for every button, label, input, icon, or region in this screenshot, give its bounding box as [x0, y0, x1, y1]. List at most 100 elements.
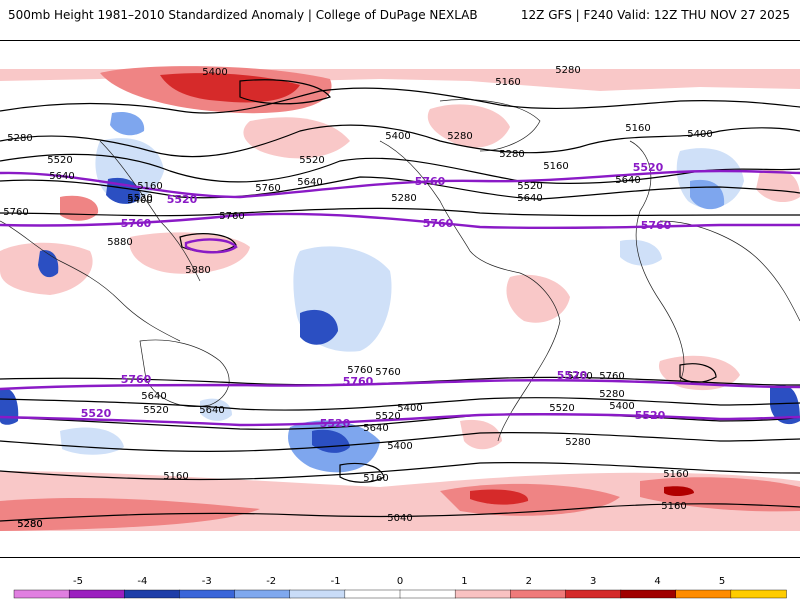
contour-label: 5280: [499, 149, 524, 160]
colorbar-tick-label: 5: [719, 576, 725, 587]
colorbar-swatch: [565, 589, 622, 599]
colorbar-swatch: [675, 589, 732, 599]
colorbar-swatch: [68, 589, 125, 599]
colorbar-swatch: [179, 589, 236, 599]
contour-label: 5640: [363, 423, 388, 434]
contour-label: 5400: [202, 67, 227, 78]
contour-label: 5520: [299, 155, 324, 166]
contour-label: 5520: [549, 403, 574, 414]
highlight-contour-label: 5520: [635, 409, 666, 422]
colorbar-swatch: [234, 589, 291, 599]
contour-5400-south: [0, 432, 800, 452]
contour-label: 5400: [385, 131, 410, 142]
anomaly-map: 5400516052805280552056405400552056405280…: [0, 41, 800, 557]
highlight-contour-label: 5520: [320, 417, 351, 430]
highlight-contour-label: 5760: [121, 217, 152, 230]
contour-5760-south: [0, 376, 800, 386]
colorbar-swatch: [620, 589, 677, 599]
purple-5880-loop: [184, 238, 238, 254]
contour-label: 5880: [107, 237, 132, 248]
antarctic-strong-2: [664, 486, 694, 496]
amazon-positive-anomaly: [506, 274, 570, 323]
contour-label-layer: 5400516052805280552056405400552056405280…: [3, 65, 712, 530]
central-pacific-strong: [300, 309, 338, 345]
colorbar-tick-label: -3: [202, 576, 212, 587]
colorbar-tick-label: -1: [331, 576, 341, 587]
antarctic-strong-1: [470, 489, 529, 505]
colorbar-tick-label: 4: [654, 576, 660, 587]
contour-label: 5160: [137, 181, 162, 192]
europe-positive-anomaly: [756, 168, 800, 203]
contour-5160-south: [0, 503, 800, 522]
contour-label: 5040: [387, 513, 412, 524]
contour-label: 5400: [387, 441, 412, 452]
contour-5400-siberia: [239, 79, 331, 105]
canada-positive-anomaly: [427, 104, 510, 148]
contour-label: 5160: [163, 471, 188, 482]
world-map-panel: 5400 5160 5280 5280 5520 5640 5400 5520 5640 5280…: [0, 40, 800, 558]
contour-label: 5640: [49, 171, 74, 182]
colorbar-tick-label: 2: [526, 576, 532, 587]
contour-label: 5160: [495, 77, 520, 88]
contour-label: 5280: [17, 519, 42, 530]
height-contours: [0, 79, 800, 522]
contour-label: 5280: [599, 389, 624, 400]
pacific-positive-anomaly: [243, 117, 350, 159]
colorbar-swatch: [344, 589, 401, 599]
colorbar-tick-label: -4: [137, 576, 147, 587]
contour-label: 5400: [609, 401, 634, 412]
colorbar-swatch: [13, 589, 70, 599]
highlight-contour-label: 5520: [557, 369, 588, 382]
contour-label: 5400: [127, 195, 152, 206]
contour-5640-south: [0, 397, 800, 411]
africa-coast: [629, 140, 685, 382]
colorbar-swatch: [730, 589, 787, 599]
contour-label: 5400: [397, 403, 422, 414]
contour-5280-north: [0, 124, 800, 158]
contour-label: 5760: [347, 365, 372, 376]
contour-label: 5760: [567, 371, 592, 382]
contour-label: 5640: [141, 391, 166, 402]
contour-label: 5280: [7, 133, 32, 144]
contour-label: 5880: [185, 265, 210, 276]
contour-label: 5160: [663, 469, 688, 480]
colorbar-tick-label: -5: [73, 576, 83, 587]
colorbar-tick-label: 1: [461, 576, 467, 587]
purple-5520-south: [0, 413, 800, 427]
highlight-contour-label: 5760: [641, 219, 672, 232]
colorbar-swatch: [454, 589, 511, 599]
contour-label: 5280: [447, 131, 472, 142]
contour-label: 5640: [297, 177, 322, 188]
contour-label: 5160: [661, 501, 686, 512]
contour-label: 5280: [555, 65, 580, 76]
contour-5520-south: [0, 413, 800, 430]
contour-label: 5280: [391, 193, 416, 204]
highlight-contours: [0, 169, 800, 427]
highlight-contour-label: 5760: [415, 175, 446, 188]
south-indian-negative: [0, 388, 19, 425]
highlight-contour-label: 5760: [121, 373, 152, 386]
contour-label: 5520: [47, 155, 72, 166]
highlight-contour-label: 5520: [633, 161, 664, 174]
contour-label: 5760: [3, 207, 28, 218]
positive-anomaly-layer: [0, 66, 800, 531]
contour-label: 5520: [375, 411, 400, 422]
highlight-contour-label: 5760: [423, 217, 454, 230]
southern-negative-2: [200, 398, 232, 421]
colorbar-swatch: [399, 589, 456, 599]
contour-label: 5520: [127, 193, 152, 204]
highlight-contour-label: 5520: [81, 407, 112, 420]
west-pacific-positive-anomaly: [129, 232, 250, 274]
contour-5760-africa: [679, 363, 717, 383]
colorbar-tick-label: -2: [266, 576, 276, 587]
contour-5280-south: [0, 462, 800, 481]
contour-5160-north: [0, 87, 800, 114]
arctic-canada-coast: [439, 99, 541, 152]
contour-label: 5280: [17, 519, 42, 530]
contour-label: 5160: [363, 473, 388, 484]
colorbar: -5 -4 -3 -2 -1 0 1 2 3 4 5: [0, 570, 800, 600]
highlight-contour-label: 5520: [167, 193, 198, 206]
contour-label: 5640: [615, 175, 640, 186]
contour-label: 5760: [375, 367, 400, 378]
